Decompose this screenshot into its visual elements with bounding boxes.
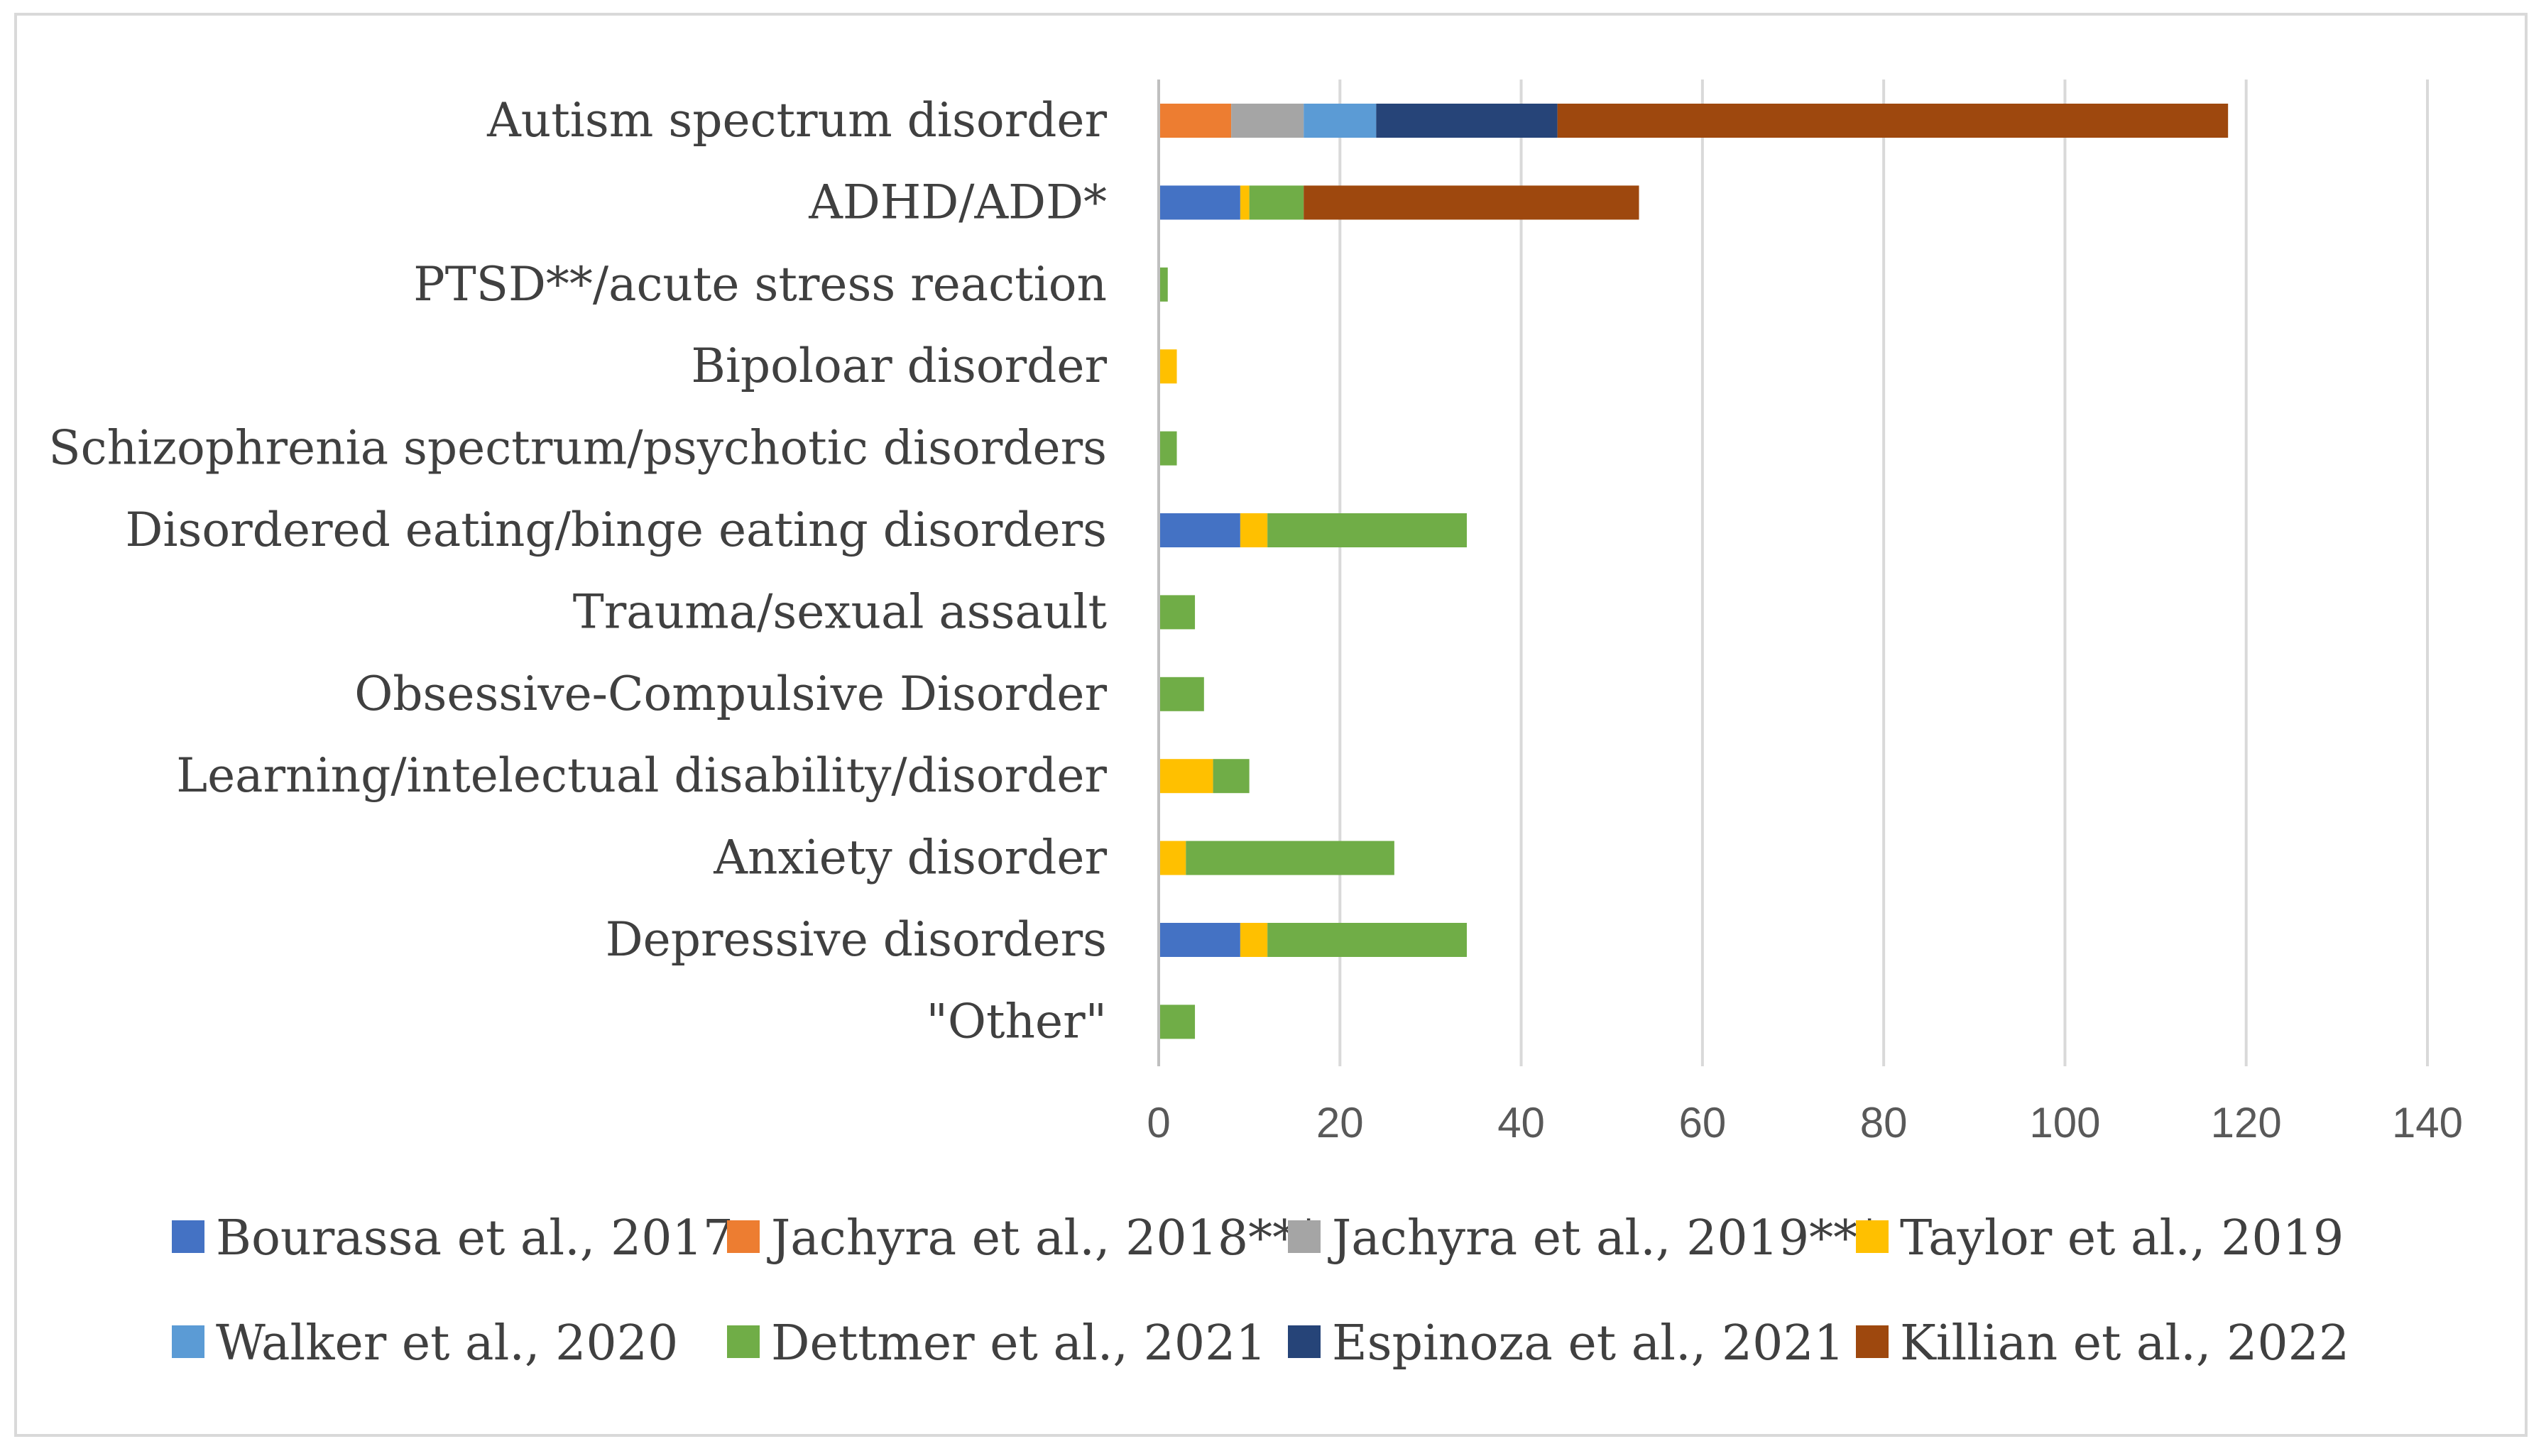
legend-label: Bourassa et al., 2017 [216, 1210, 733, 1266]
legend-swatch [1856, 1220, 1889, 1253]
legend-swatch [172, 1220, 204, 1253]
bar-segment [1213, 759, 1250, 794]
legend-swatch [1288, 1220, 1321, 1253]
x-tick-label: 100 [2029, 1099, 2100, 1146]
bar-segment [1159, 841, 1186, 875]
x-tick-label: 120 [2211, 1099, 2282, 1146]
x-tick-label: 40 [1497, 1099, 1545, 1146]
bar-segment [1557, 104, 2229, 138]
bar-segment [1240, 923, 1268, 957]
bar-segment [1186, 841, 1394, 875]
bar-segment [1267, 923, 1467, 957]
legend: Bourassa et al., 2017 Jachyra et al., 201… [172, 1210, 2349, 1372]
bar-segment [1304, 185, 1639, 220]
legend-swatch [1856, 1325, 1889, 1358]
bar-segment [1159, 185, 1240, 220]
category-label: Disordered eating/binge eating disorders [125, 503, 1107, 557]
bar-segment [1376, 104, 1558, 138]
bar-segment [1159, 431, 1177, 466]
chart-frame: Autism spectrum disorder ADHD/ADD* PTSD**/… [14, 13, 2528, 1437]
legend-label: Jachyra et al., 2019*** [1328, 1210, 1881, 1266]
bar-segment [1159, 513, 1240, 547]
legend-label: Taylor et al., 2019 [1900, 1210, 2344, 1266]
bar-segment [1240, 513, 1268, 547]
category-label: Obsessive-Compulsive Disorder [354, 667, 1107, 721]
category-label: Autism spectrum disorder [486, 93, 1107, 148]
category-label: Trauma/sexual assault [573, 584, 1107, 639]
category-label: ADHD/ADD* [808, 175, 1107, 229]
bar-segment [1159, 759, 1213, 794]
bar-segment [1304, 104, 1377, 138]
legend-swatch [172, 1325, 204, 1358]
legend-swatch [727, 1220, 760, 1253]
bar-segment [1159, 104, 1232, 138]
legend-label: Walker et al., 2020 [216, 1315, 678, 1372]
legend-label: Espinoza et al., 2021 [1332, 1315, 1845, 1372]
bar-segment [1159, 923, 1240, 957]
bar-segment [1159, 677, 1204, 711]
stacked-bar-chart: Autism spectrum disorder ADHD/ADD* PTSD**/… [48, 80, 2463, 1372]
category-label: Learning/intelectual disability/disorder [176, 748, 1107, 803]
category-label: Bipoloar disorder [691, 339, 1107, 393]
legend-label: Jachyra et al., 2018*** [767, 1210, 1321, 1266]
bar-segment [1231, 104, 1304, 138]
bar-segment [1159, 1005, 1196, 1039]
category-labels: Autism spectrum disorder ADHD/ADD* PTSD**/… [48, 93, 1107, 1049]
bar-segment [1159, 595, 1196, 630]
legend-label: Dettmer et al., 2021 [771, 1315, 1267, 1372]
legend-swatch [727, 1325, 760, 1358]
gridlines [1338, 80, 2429, 1066]
bar-segment [1249, 185, 1304, 220]
bars [1159, 104, 2229, 1039]
x-tick-label: 0 [1147, 1099, 1170, 1146]
x-tick-label: 20 [1316, 1099, 1364, 1146]
bar-segment [1159, 349, 1177, 384]
category-label: Depressive disorders [606, 912, 1107, 967]
legend-label: Killian et al., 2022 [1900, 1315, 2349, 1372]
bar-segment [1240, 185, 1250, 220]
legend-swatch [1288, 1325, 1321, 1358]
category-label: Anxiety disorder [713, 831, 1107, 885]
category-label: PTSD**/acute stress reaction [413, 257, 1107, 312]
x-tick-label: 140 [2392, 1099, 2463, 1146]
x-tick-label: 80 [1860, 1099, 1908, 1146]
x-tick-labels: 0 20 40 60 80 100 120 140 [1147, 1099, 2463, 1146]
bar-segment [1267, 513, 1467, 547]
x-tick-label: 60 [1678, 1099, 1726, 1146]
category-label: "Other" [927, 994, 1107, 1049]
category-label: Schizophrenia spectrum/psychotic disorde… [48, 421, 1107, 476]
bar-segment [1159, 267, 1168, 302]
